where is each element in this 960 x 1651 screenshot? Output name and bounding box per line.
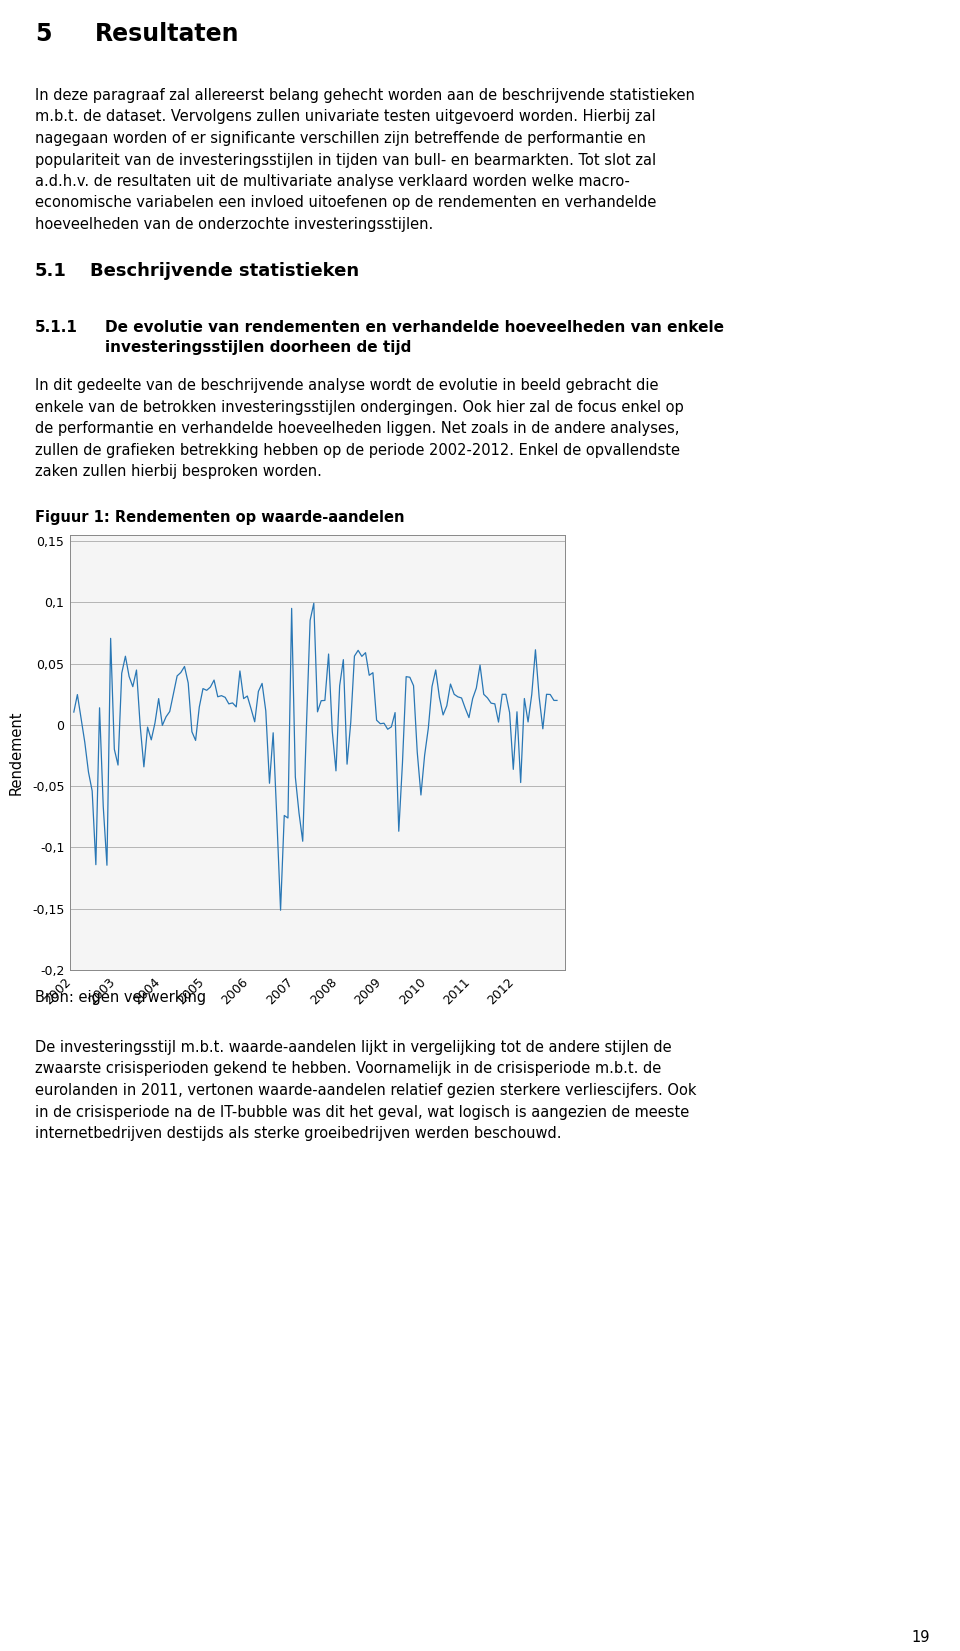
- Text: a.d.h.v. de resultaten uit de multivariate analyse verklaard worden welke macro-: a.d.h.v. de resultaten uit de multivaria…: [35, 173, 630, 188]
- Text: 5.1.1: 5.1.1: [35, 320, 78, 335]
- Text: De evolutie van rendementen en verhandelde hoeveelheden van enkele: De evolutie van rendementen en verhandel…: [105, 320, 724, 335]
- Text: 5: 5: [35, 21, 52, 46]
- Text: In dit gedeelte van de beschrijvende analyse wordt de evolutie in beeld gebracht: In dit gedeelte van de beschrijvende ana…: [35, 378, 659, 393]
- Text: nagegaan worden of er significante verschillen zijn betreffende de performantie : nagegaan worden of er significante versc…: [35, 130, 646, 145]
- Text: 5.1: 5.1: [35, 263, 67, 281]
- Text: economische variabelen een invloed uitoefenen op de rendementen en verhandelde: economische variabelen een invloed uitoe…: [35, 195, 657, 210]
- Text: enkele van de betrokken investeringsstijlen ondergingen. Ook hier zal de focus e: enkele van de betrokken investeringsstij…: [35, 400, 684, 414]
- Text: m.b.t. de dataset. Vervolgens zullen univariate testen uitgevoerd worden. Hierbi: m.b.t. de dataset. Vervolgens zullen uni…: [35, 109, 656, 124]
- Text: De investeringsstijl m.b.t. waarde-aandelen lijkt in vergelijking tot de andere : De investeringsstijl m.b.t. waarde-aande…: [35, 1040, 672, 1055]
- Text: In deze paragraaf zal allereerst belang gehecht worden aan de beschrijvende stat: In deze paragraaf zal allereerst belang …: [35, 88, 695, 102]
- Text: Resultaten: Resultaten: [95, 21, 239, 46]
- Y-axis label: Rendement: Rendement: [9, 710, 24, 794]
- Text: Beschrijvende statistieken: Beschrijvende statistieken: [90, 263, 359, 281]
- Text: investeringsstijlen doorheen de tijd: investeringsstijlen doorheen de tijd: [105, 340, 412, 355]
- Text: zullen de grafieken betrekking hebben op de periode 2002-2012. Enkel de opvallen: zullen de grafieken betrekking hebben op…: [35, 442, 680, 457]
- Text: zwaarste crisisperioden gekend te hebben. Voornamelijk in de crisisperiode m.b.t: zwaarste crisisperioden gekend te hebben…: [35, 1062, 661, 1076]
- Text: hoeveelheden van de onderzochte investeringsstijlen.: hoeveelheden van de onderzochte invester…: [35, 216, 433, 233]
- Text: in de crisisperiode na de IT-bubble was dit het geval, wat logisch is aangezien : in de crisisperiode na de IT-bubble was …: [35, 1105, 689, 1119]
- Text: Figuur 1: Rendementen op waarde-aandelen: Figuur 1: Rendementen op waarde-aandelen: [35, 510, 404, 525]
- Text: populariteit van de investeringsstijlen in tijden van bull- en bearmarkten. Tot : populariteit van de investeringsstijlen …: [35, 152, 656, 167]
- Text: de performantie en verhandelde hoeveelheden liggen. Net zoals in de andere analy: de performantie en verhandelde hoeveelhe…: [35, 421, 680, 436]
- Text: 19: 19: [911, 1630, 930, 1644]
- Text: zaken zullen hierbij besproken worden.: zaken zullen hierbij besproken worden.: [35, 464, 322, 479]
- Text: internetbedrijven destijds als sterke groeibedrijven werden beschouwd.: internetbedrijven destijds als sterke gr…: [35, 1126, 562, 1141]
- Text: Bron: eigen verwerking: Bron: eigen verwerking: [35, 991, 206, 1005]
- Text: eurolanden in 2011, vertonen waarde-aandelen relatief gezien sterkere verliescij: eurolanden in 2011, vertonen waarde-aand…: [35, 1083, 697, 1098]
